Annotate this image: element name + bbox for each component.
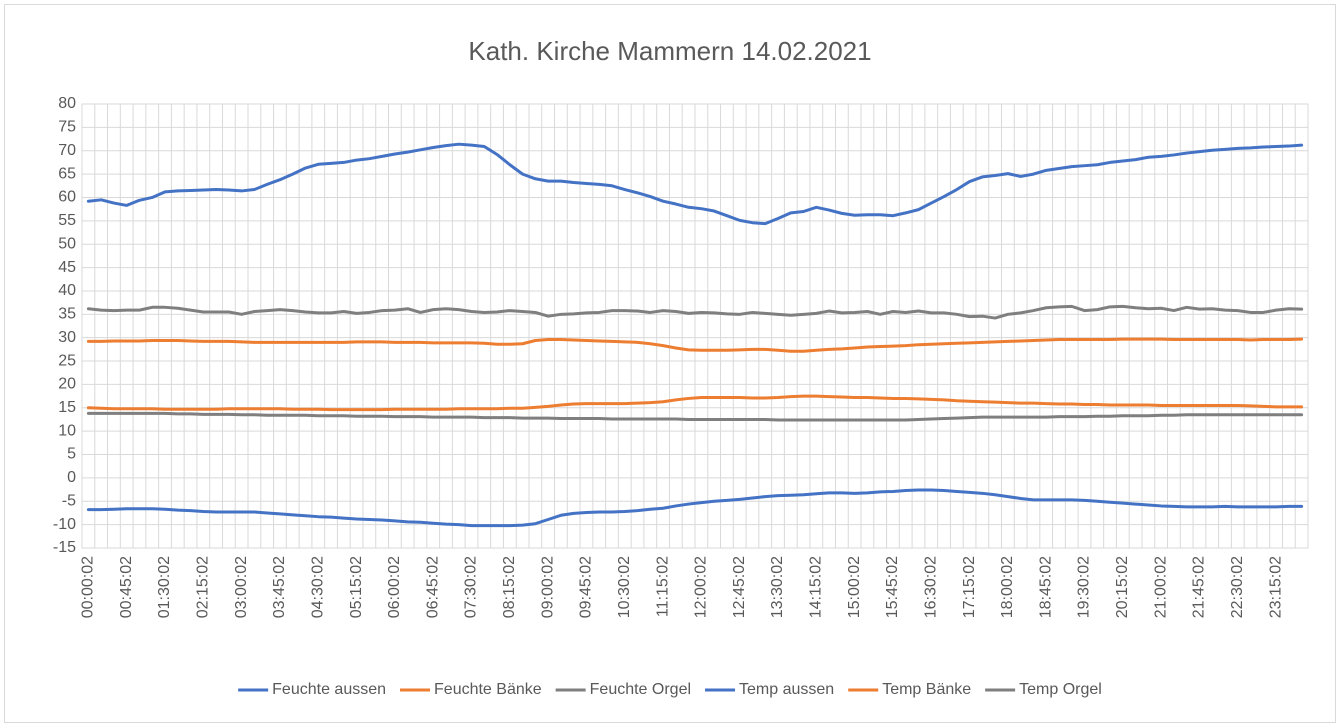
- x-tick-label: 05:15:02: [348, 556, 365, 618]
- y-tick-label: -10: [53, 516, 76, 533]
- x-tick-label: 13:30:02: [769, 556, 786, 618]
- y-tick-label: 30: [58, 329, 76, 346]
- y-tick-label: 35: [58, 306, 76, 323]
- x-tick-label: 20:15:02: [1114, 556, 1131, 618]
- line-series: [86, 411, 1304, 422]
- chart-title: Kath. Kirche Mammern 14.02.2021: [468, 36, 871, 66]
- y-tick-label: 70: [58, 142, 76, 159]
- legend-label: Temp Orgel: [1019, 681, 1102, 698]
- legend-label: Feuchte Orgel: [590, 681, 691, 698]
- x-tick-label: 08:15:02: [501, 556, 518, 618]
- x-tick-label: 16:30:02: [922, 556, 939, 618]
- y-tick-label: 0: [67, 469, 76, 486]
- plot-frame: [81, 103, 1309, 549]
- x-tick-label: 21:45:02: [1191, 556, 1208, 618]
- x-tick-label: 07:30:02: [463, 556, 480, 618]
- x-tick-label: 00:00:02: [80, 556, 97, 618]
- x-tick-label: 23:15:02: [1267, 556, 1284, 618]
- y-tick-label: 50: [58, 235, 76, 252]
- x-tick-label: 19:30:02: [1076, 556, 1093, 618]
- y-tick-label: 80: [58, 95, 76, 112]
- x-tick-label: 06:00:02: [386, 556, 403, 618]
- y-tick-label: -15: [53, 539, 76, 556]
- x-tick-label: 21:00:02: [1152, 556, 1169, 618]
- x-tick-label: 03:00:02: [233, 556, 250, 618]
- x-tick-label: 18:00:02: [999, 556, 1016, 618]
- x-tick-label: 06:45:02: [424, 556, 441, 618]
- x-tick-label: 22:30:02: [1229, 556, 1246, 618]
- y-tick-label: 60: [58, 189, 76, 206]
- x-tick-label: 09:45:02: [578, 556, 595, 618]
- y-tick-label: 45: [58, 259, 76, 276]
- y-tick-label: 20: [58, 376, 76, 393]
- line-series: [86, 337, 1304, 353]
- legend-label: Temp Bänke: [882, 681, 971, 698]
- y-tick-label: 5: [67, 446, 76, 463]
- y-tick-label: 25: [58, 352, 76, 369]
- y-tick-label: 55: [58, 212, 76, 229]
- line-series: [86, 488, 1304, 528]
- line-series: [86, 304, 1304, 320]
- y-tick-label: 15: [58, 399, 76, 416]
- legend-label: Feuchte Bänke: [434, 681, 542, 698]
- x-tick-label: 18:45:02: [1037, 556, 1054, 618]
- x-tick-label: 15:00:02: [846, 556, 863, 618]
- y-tick-label: -5: [62, 492, 76, 509]
- x-tick-label: 14:15:02: [808, 556, 825, 618]
- y-tick-label: 10: [58, 422, 76, 439]
- x-tick-label: 12:45:02: [731, 556, 748, 618]
- chart-border: [4, 4, 1336, 723]
- x-tick-label: 15:45:02: [884, 556, 901, 618]
- x-tick-label: 12:00:02: [693, 556, 710, 618]
- x-tick-label: 03:45:02: [271, 556, 288, 618]
- x-tick-label: 09:00:02: [539, 556, 556, 618]
- x-tick-label: 11:15:02: [654, 556, 671, 617]
- y-tick-label: 65: [58, 165, 76, 182]
- x-tick-label: 01:30:02: [156, 556, 173, 618]
- line-series: [86, 142, 1304, 226]
- x-tick-label: 17:15:02: [961, 556, 978, 618]
- x-tick-label: 10:30:02: [616, 556, 633, 618]
- y-tick-label: 75: [58, 119, 76, 136]
- x-tick-label: 02:15:02: [195, 556, 212, 618]
- x-tick-label: 04:30:02: [309, 556, 326, 618]
- y-tick-label: 40: [58, 282, 76, 299]
- x-tick-label: 00:45:02: [118, 556, 135, 618]
- legend-label: Temp aussen: [739, 681, 834, 698]
- line-series: [86, 394, 1304, 412]
- legend-label: Feuchte aussen: [272, 681, 386, 698]
